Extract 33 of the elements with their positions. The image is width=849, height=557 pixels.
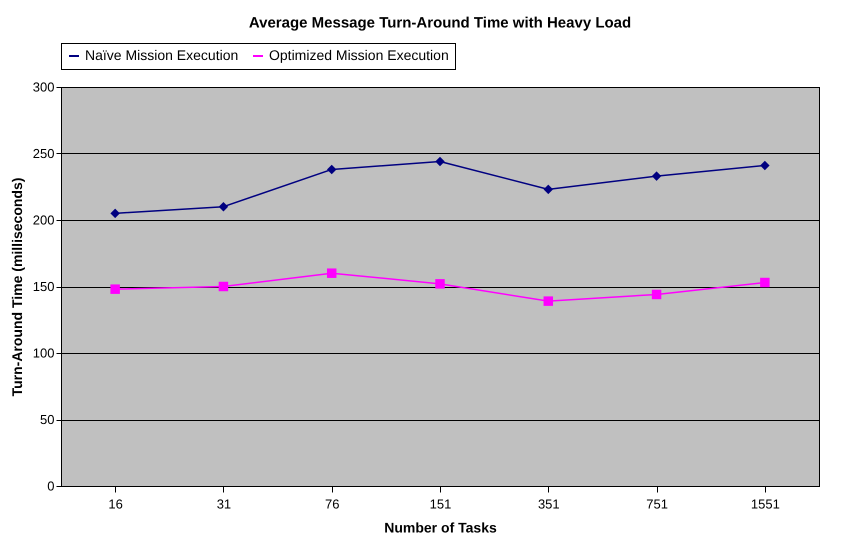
point [110,284,120,294]
point [435,279,445,289]
point [110,208,120,218]
legend-label: Naïve Mission Execution [85,47,238,63]
x-tick-label: 16 [108,496,123,512]
point [652,171,662,181]
y-tick-label: 200 [32,212,54,228]
y-tick-label: 150 [32,279,54,294]
legend-label: Optimized Mission Execution [269,47,449,63]
x-tick-label: 351 [538,496,560,512]
point [652,290,662,300]
x-axis-title: Number of Tasks [384,520,497,536]
y-tick-label: 300 [32,80,54,94]
point [326,268,336,278]
x-tick-label: 151 [430,496,452,512]
x-tick-label: 76 [324,496,340,512]
point [218,202,228,212]
point [544,184,554,194]
x-tick-label: 31 [216,496,232,512]
y-tick-label: 250 [32,146,54,161]
point [435,156,445,166]
chart-title: Average Message Turn-Around Time with Heavy Load [248,14,632,32]
point [218,282,228,292]
point [760,278,770,288]
y-tick-label: 50 [40,412,54,427]
point [760,160,770,170]
x-tick-label: 751 [646,496,668,512]
y-tick-label: 0 [47,478,54,494]
x-tick-label: 1551 [750,496,780,512]
point [544,296,554,306]
y-axis-title: Turn-Around Time (milliseconds) [8,178,25,396]
y-tick-label: 100 [32,346,54,360]
point [326,164,336,174]
